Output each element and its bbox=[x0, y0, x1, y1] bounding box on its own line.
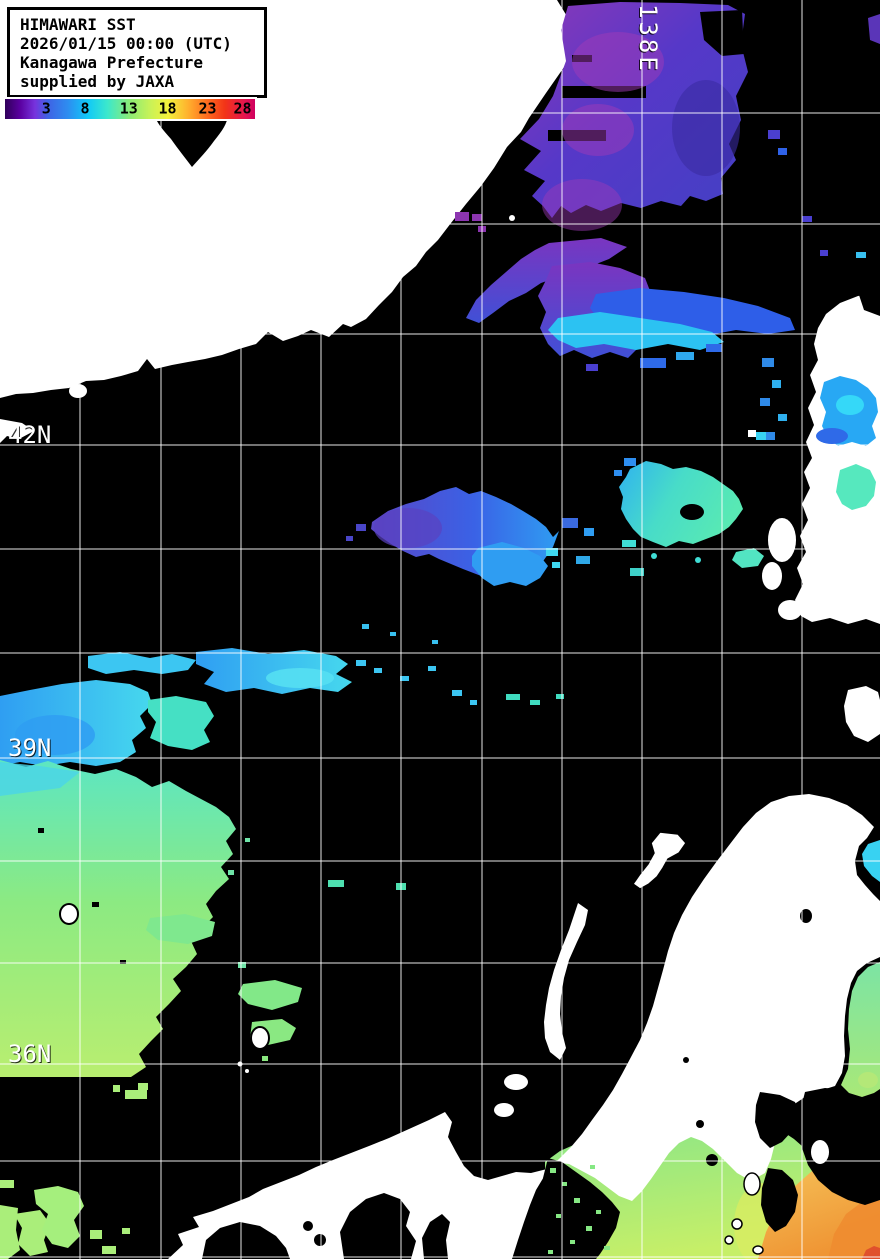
sst-aqua-patch-ne bbox=[836, 464, 876, 510]
islet-in-green-field bbox=[59, 903, 79, 925]
small-islands bbox=[724, 1172, 764, 1255]
info-box: HIMAWARI SST 2026/01/15 00:00 (UTC) Kana… bbox=[7, 7, 267, 98]
awashima-island bbox=[800, 909, 812, 923]
colorbar-tick: 28 bbox=[233, 99, 252, 118]
noto-peninsula bbox=[544, 903, 588, 1060]
coastal-speckle-band bbox=[540, 1158, 620, 1259]
sst-teal-patch bbox=[614, 430, 766, 576]
info-datetime: 2026/01/15 00:00 (UTC) bbox=[20, 34, 232, 53]
land-holes bbox=[202, 909, 880, 1259]
sst-right-strip bbox=[841, 962, 880, 1097]
colorbar-tick: 13 bbox=[119, 99, 138, 118]
colorbar-tick: 18 bbox=[158, 99, 177, 118]
oshima-island bbox=[743, 1172, 761, 1196]
colorbar-tick: 3 bbox=[41, 99, 51, 118]
lat-label-36n: 36N bbox=[8, 1040, 52, 1068]
cloud-mass-right-edge bbox=[762, 292, 880, 742]
sst-cyan-band bbox=[0, 624, 564, 766]
sst-left-green-field bbox=[0, 760, 406, 1077]
lat-label-42n: 42N bbox=[8, 421, 52, 449]
sst-center-blue-patch bbox=[346, 487, 594, 586]
lon-label-138e: 138E bbox=[634, 4, 662, 74]
info-region: Kanagawa Prefecture bbox=[20, 53, 204, 72]
white-cloud-dot bbox=[250, 1026, 270, 1050]
info-title: HIMAWARI SST bbox=[20, 15, 136, 34]
colorbar: 3 8 13 18 23 28 bbox=[3, 97, 257, 121]
cloud-mass-honshu bbox=[168, 794, 880, 1259]
lat-label-39n: 39N bbox=[8, 734, 52, 762]
colorbar-tick: 8 bbox=[80, 99, 90, 118]
info-credit: supplied by JAXA bbox=[20, 72, 175, 91]
coastal-islets bbox=[0, 215, 515, 443]
sst-bottom-left-greens bbox=[0, 1083, 148, 1259]
colorbar-tick: 23 bbox=[198, 99, 217, 118]
